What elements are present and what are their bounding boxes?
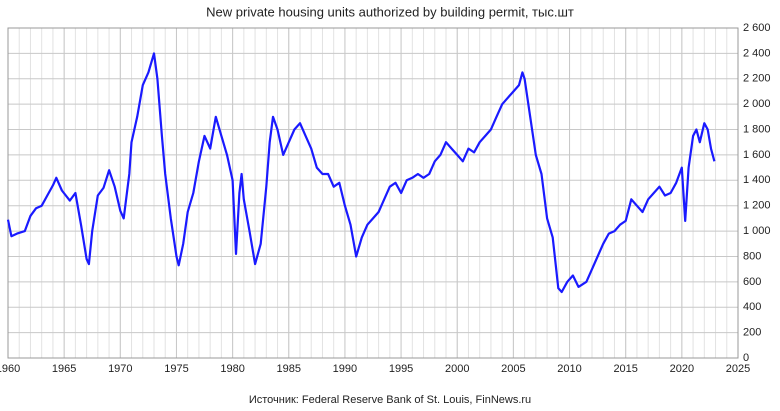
x-tick-label: 1960 (0, 363, 20, 375)
y-tick-label: 2 600 (743, 22, 771, 34)
y-tick-label: 2 400 (743, 47, 771, 59)
x-tick-label: 1980 (220, 363, 244, 375)
x-tick-label: 1995 (389, 363, 413, 375)
data-line (6, 52, 716, 294)
y-tick-label: 1 800 (743, 123, 771, 135)
x-tick-label: 1970 (108, 363, 132, 375)
x-tick-label: 2010 (557, 363, 581, 375)
x-tick-label: 1985 (277, 363, 301, 375)
y-tick-label: 200 (743, 327, 761, 339)
x-tick-label: 1965 (52, 363, 76, 375)
plot-frame (7, 27, 739, 359)
y-tick-label: 600 (743, 276, 761, 288)
y-tick-label: 1 200 (743, 200, 771, 212)
x-tick-label: 2015 (613, 363, 637, 375)
y-tick-label: 400 (743, 301, 761, 313)
source-note: Источник: Federal Reserve Bank of St. Lo… (249, 394, 531, 406)
y-tick-label: 2 200 (743, 73, 771, 85)
y-tick-label: 800 (743, 250, 761, 262)
x-tick-label: 1990 (333, 363, 357, 375)
x-tick-label: 1975 (164, 363, 188, 375)
y-tick-label: 1 400 (743, 174, 771, 186)
x-tick-label: 2000 (445, 363, 469, 375)
x-tick-label: 2005 (501, 363, 525, 375)
y-tick-label: 2 000 (743, 98, 771, 110)
y-tick-label: 1 600 (743, 149, 771, 161)
y-tick-label: 1 000 (743, 225, 771, 237)
x-tick-label: 2020 (670, 363, 694, 375)
x-tick-label: 2025 (726, 363, 750, 375)
y-tick-label: 0 (743, 352, 749, 364)
chart-title: New private housing units authorized by … (206, 4, 574, 19)
